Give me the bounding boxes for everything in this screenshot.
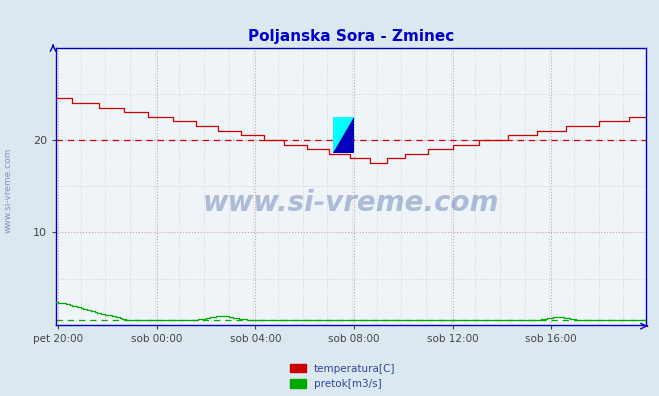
Polygon shape — [333, 117, 355, 153]
Text: www.si-vreme.com: www.si-vreme.com — [203, 189, 499, 217]
Text: www.si-vreme.com: www.si-vreme.com — [3, 147, 13, 233]
Polygon shape — [333, 117, 355, 153]
Polygon shape — [333, 117, 355, 153]
Title: Poljanska Sora - Zminec: Poljanska Sora - Zminec — [248, 29, 454, 44]
Legend: temperatura[C], pretok[m3/s]: temperatura[C], pretok[m3/s] — [290, 364, 395, 389]
